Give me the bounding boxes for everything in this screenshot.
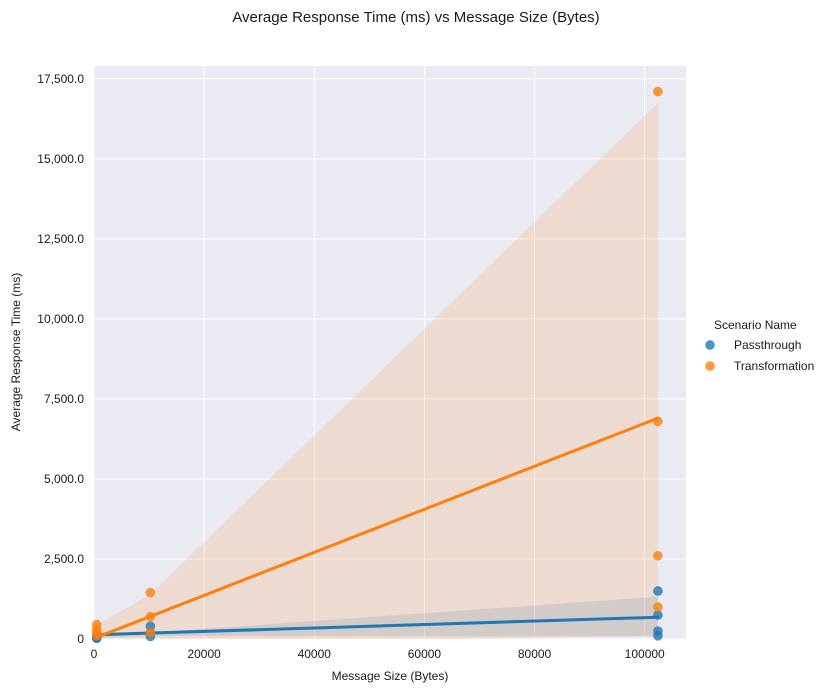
legend-marker-passthrough [705, 340, 715, 350]
transformation-point [91, 619, 102, 630]
legend: Scenario Name Passthrough Transformation [705, 318, 814, 373]
plot-area [94, 66, 686, 639]
y-tick-label: 2,500.0 [44, 552, 84, 566]
transformation-point [145, 627, 156, 638]
passthrough-regression-line [94, 615, 660, 637]
transformation-regression-line [94, 416, 660, 639]
x-tick-label: 0 [91, 647, 98, 661]
transformation-point [145, 611, 156, 622]
passthrough-confidence-band [94, 596, 658, 638]
passthrough-point [653, 610, 663, 620]
y-tick-label: 0 [77, 632, 84, 646]
transformation-confidence-band [94, 102, 658, 639]
x-axis-label: Message Size (Bytes) [332, 669, 449, 683]
x-tick-label: 100000 [625, 647, 665, 661]
x-tick-label: 80000 [518, 647, 552, 661]
y-tick-label: 7,500.0 [44, 392, 84, 406]
legend-marker-transformation [705, 361, 715, 371]
transformation-point [653, 602, 663, 612]
y-tick-label: 15,000.0 [37, 152, 84, 166]
passthrough-point [653, 626, 663, 636]
legend-label-passthrough: Passthrough [734, 338, 801, 352]
transformation-point [145, 587, 156, 598]
y-tick-label: 17,500.0 [37, 72, 84, 86]
y-axis-label: Average Response Time (ms) [9, 273, 23, 432]
legend-label-transformation: Transformation [734, 359, 814, 373]
x-tick-label: 40000 [298, 647, 332, 661]
legend-title: Scenario Name [714, 318, 797, 332]
y-tick-label: 12,500.0 [37, 232, 84, 246]
transformation-point [653, 86, 663, 97]
chart-title: Average Response Time (ms) vs Message Si… [232, 9, 599, 26]
x-tick-label: 20000 [187, 647, 221, 661]
transformation-point [653, 550, 663, 561]
x-tick-label: 60000 [408, 647, 442, 661]
y-tick-label: 10,000.0 [37, 312, 84, 326]
transformation-point [653, 416, 663, 427]
y-tick-label: 5,000.0 [44, 472, 84, 486]
passthrough-point [653, 586, 663, 596]
